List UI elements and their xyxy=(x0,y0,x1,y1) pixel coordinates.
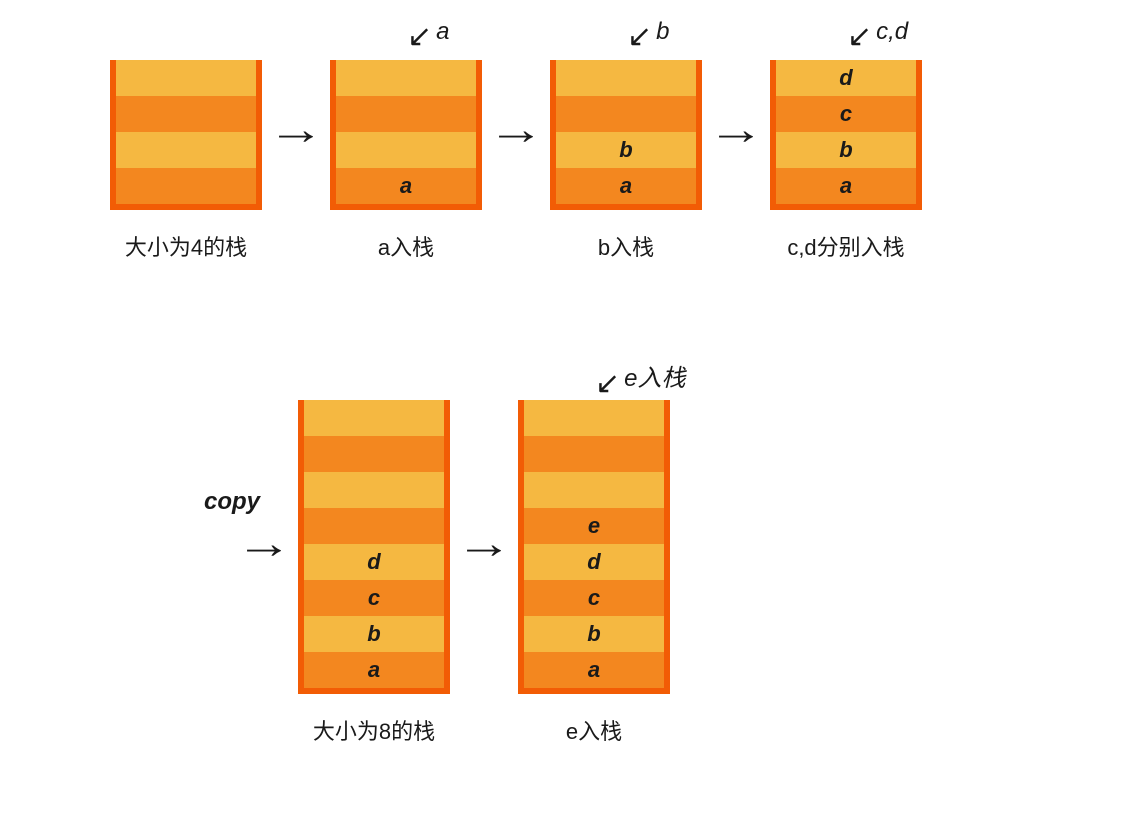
push-arrow: ↙b xyxy=(627,18,670,52)
stack-wrapper: abcd xyxy=(298,400,450,694)
stack-slot xyxy=(304,436,444,472)
push-label: b xyxy=(656,18,669,46)
push-label: e入栈 xyxy=(624,358,685,393)
stack-slot: c xyxy=(304,580,444,616)
stack-group: abcde↙e入栈 e入栈 xyxy=(518,400,670,746)
stack-slot: a xyxy=(524,652,664,688)
diagram-row: 大小为4的栈→a↙aa入栈→ab↙bb入栈→abcd↙c,dc,d分别入栈 xyxy=(110,60,922,262)
stack-slot: b xyxy=(304,616,444,652)
stack-slot xyxy=(556,96,696,132)
stack-slot xyxy=(336,60,476,96)
stack: a xyxy=(330,60,482,210)
stack-slot xyxy=(116,132,256,168)
stack-slot: a xyxy=(556,168,696,204)
stack-slot xyxy=(304,400,444,436)
stack-slot: d xyxy=(776,60,916,96)
arrow-right-icon: → xyxy=(707,108,764,152)
stack-wrapper: abcde↙e入栈 xyxy=(518,400,670,694)
transition-arrow: → xyxy=(702,108,770,152)
stack-slot: c xyxy=(524,580,664,616)
stack-caption: a入栈 xyxy=(378,230,434,262)
stack-slot xyxy=(556,60,696,96)
stack-caption: 大小为8的栈 xyxy=(313,714,435,746)
push-label: c,d xyxy=(876,18,908,46)
arrow-down-left-icon: ↙ xyxy=(847,22,872,52)
stack-slot xyxy=(336,96,476,132)
stack-slot xyxy=(524,436,664,472)
stack-slot: b xyxy=(524,616,664,652)
stack-slot: b xyxy=(776,132,916,168)
diagram-row: →copyabcd大小为8的栈→abcde↙e入栈e入栈 xyxy=(230,400,670,746)
stack-slot xyxy=(524,472,664,508)
stack-caption: c,d分别入栈 xyxy=(787,230,904,262)
arrow-right-icon: → xyxy=(267,108,324,152)
stack-caption: 大小为4的栈 xyxy=(125,230,247,262)
stack-group: abcd↙c,d c,d分别入栈 xyxy=(770,60,922,262)
arrow-down-left-icon: ↙ xyxy=(595,369,620,399)
stack-slot: d xyxy=(304,544,444,580)
stack-slot: a xyxy=(304,652,444,688)
stack: abcd xyxy=(298,400,450,694)
stack-slot: b xyxy=(556,132,696,168)
stack: ab xyxy=(550,60,702,210)
push-label: a xyxy=(436,18,449,46)
stack-slot xyxy=(116,168,256,204)
stack-wrapper: a↙a xyxy=(330,60,482,210)
stack-group: 大小为4的栈 xyxy=(110,60,262,262)
push-arrow: ↙a xyxy=(407,18,450,52)
stack-slot xyxy=(116,60,256,96)
stack xyxy=(110,60,262,210)
transition-arrow: → xyxy=(482,108,550,152)
stack-slot xyxy=(304,508,444,544)
stack-slot: d xyxy=(524,544,664,580)
stack-wrapper: abcd↙c,d xyxy=(770,60,922,210)
arrow-right-icon: → xyxy=(235,522,292,566)
push-arrow: ↙e入栈 xyxy=(595,358,686,399)
stack: abcd xyxy=(770,60,922,210)
stack-group: abcd 大小为8的栈 xyxy=(298,400,450,746)
arrow-down-left-icon: ↙ xyxy=(627,22,652,52)
stack-slot: e xyxy=(524,508,664,544)
arrow-right-icon: → xyxy=(487,108,544,152)
transition-arrow: → xyxy=(450,522,518,566)
stack-wrapper: ab↙b xyxy=(550,60,702,210)
transition-label: copy xyxy=(204,488,260,516)
stack-slot: a xyxy=(776,168,916,204)
stack-slot xyxy=(336,132,476,168)
arrow-right-icon: → xyxy=(455,522,512,566)
transition-arrow: → xyxy=(262,108,330,152)
stack-group: a↙a a入栈 xyxy=(330,60,482,262)
stack-slot xyxy=(116,96,256,132)
stack-slot xyxy=(524,400,664,436)
stack-caption: b入栈 xyxy=(598,230,654,262)
stack-wrapper xyxy=(110,60,262,210)
stack-slot: a xyxy=(336,168,476,204)
stack-slot: c xyxy=(776,96,916,132)
stack: abcde xyxy=(518,400,670,694)
stack-group: ab↙b b入栈 xyxy=(550,60,702,262)
transition-arrow: →copy xyxy=(230,522,298,566)
stack-caption: e入栈 xyxy=(566,714,622,746)
push-arrow: ↙c,d xyxy=(847,18,908,52)
stack-slot xyxy=(304,472,444,508)
arrow-down-left-icon: ↙ xyxy=(407,22,432,52)
